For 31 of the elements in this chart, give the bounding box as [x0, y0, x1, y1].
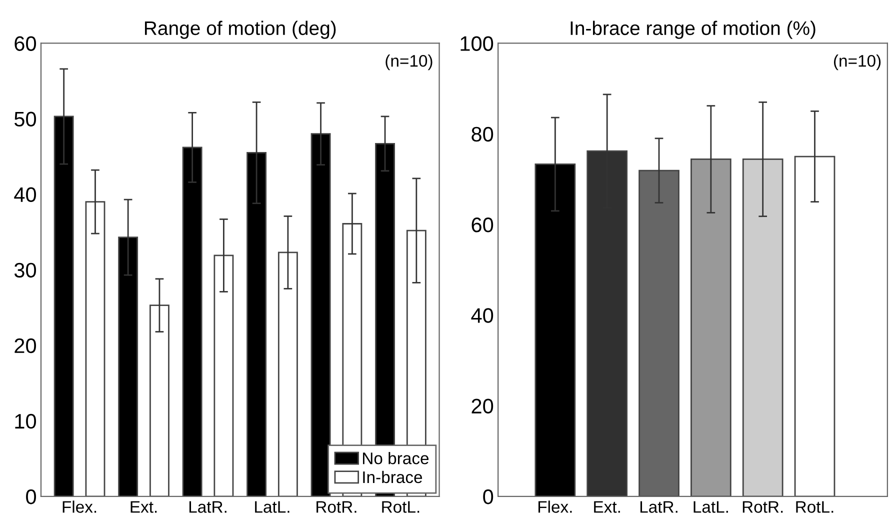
x-tick-label: LatL.: [255, 501, 290, 513]
x-tick-label: RotL.: [382, 501, 420, 513]
y-tick-label: 10: [15, 414, 36, 429]
y-tick-label: 40: [471, 308, 494, 323]
y-tick-label: 0: [483, 489, 494, 504]
x-tick-label: Flex.: [538, 500, 572, 513]
legend-label: In-brace: [363, 470, 422, 484]
y-tick-label: 80: [472, 126, 494, 142]
y-tick-label: 20: [14, 338, 36, 354]
annotation: (n=10): [386, 54, 432, 70]
y-tick-label: 60: [14, 36, 36, 51]
y-tick-label: 100: [460, 36, 494, 51]
y-tick-label: 40: [14, 187, 36, 202]
y-tick-label: 20: [472, 398, 494, 414]
y-tick-label: 0: [26, 489, 36, 504]
y-tick-label: 30: [14, 262, 36, 278]
chart-title: Range of motion (deg): [144, 20, 336, 39]
x-tick-label: RotR.: [316, 501, 356, 513]
x-tick-label: RotL.: [796, 501, 834, 513]
x-tick-label: LatR.: [640, 501, 678, 513]
chart-title: In-brace range of motion (%): [570, 20, 816, 39]
x-tick-label: Ext.: [130, 501, 157, 513]
x-tick-label: LatR.: [189, 501, 226, 513]
x-tick-label: Ext.: [594, 501, 620, 513]
x-tick-label: LatL.: [694, 501, 728, 513]
y-tick-label: 50: [14, 112, 36, 127]
legend-label: No brace: [363, 452, 429, 464]
annotation: (n=10): [834, 54, 881, 70]
x-tick-label: Flex.: [62, 500, 96, 513]
y-tick-label: 60: [472, 218, 494, 232]
x-tick-label: RotR.: [742, 501, 783, 513]
